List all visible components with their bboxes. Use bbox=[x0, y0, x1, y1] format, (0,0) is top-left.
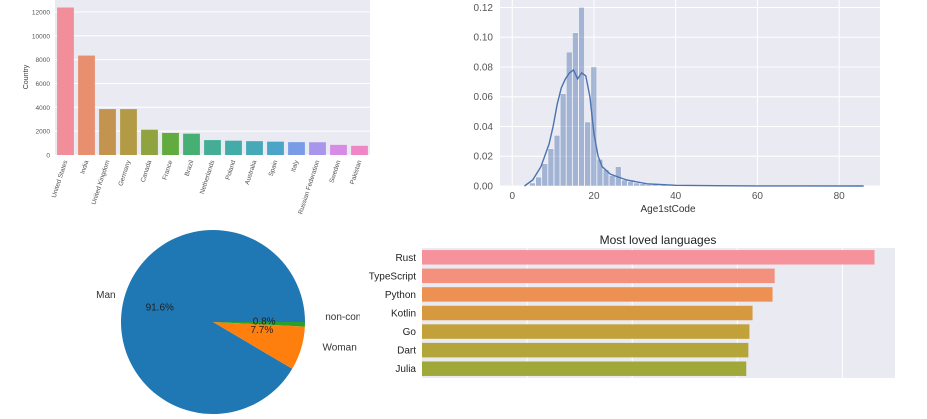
age-histogram-bar bbox=[578, 7, 585, 187]
age-x-tick-label: 20 bbox=[588, 191, 600, 202]
age-histogram-bar bbox=[633, 182, 640, 187]
age-y-tick-label: 0.02 bbox=[474, 152, 494, 163]
age-y-tick-label: 0.04 bbox=[474, 122, 494, 133]
country-x-tick-label: Netherlands bbox=[199, 159, 217, 195]
age-histogram-bar bbox=[609, 175, 616, 187]
country-y-tick-label: 10000 bbox=[32, 33, 50, 40]
country-bar bbox=[99, 109, 116, 155]
loved-language-label: Dart bbox=[397, 346, 416, 357]
country-bar bbox=[330, 144, 347, 155]
age-histogram-bar bbox=[541, 163, 548, 187]
age-histogram-bar bbox=[547, 148, 554, 187]
country-x-tick-label: United States bbox=[51, 159, 70, 199]
country-x-tick-label: Spain bbox=[268, 159, 280, 177]
country-bar bbox=[351, 145, 368, 155]
age-histogram-bar bbox=[639, 183, 646, 187]
country-bar bbox=[288, 142, 305, 155]
age-y-tick-label: 0.10 bbox=[474, 33, 494, 44]
age-histogram-chart: 0.00 0.02 0.04 0.06 0.08 0.10 0.12 0 20 40 60 80 A… bbox=[474, 0, 880, 215]
age-x-tick-label: 0 bbox=[509, 191, 515, 202]
country-x-tick-label: Italy bbox=[290, 159, 301, 173]
loved-language-label: Julia bbox=[395, 364, 416, 375]
country-bar bbox=[183, 133, 200, 155]
age-histogram-bar bbox=[572, 32, 579, 187]
country-y-tick-label: 8000 bbox=[36, 57, 51, 64]
pie-slice bbox=[213, 322, 305, 369]
country-x-tick-label: Australia bbox=[244, 159, 259, 186]
country-bar bbox=[267, 141, 284, 155]
loved-language-bar bbox=[422, 268, 775, 284]
age-x-axis-label: Age1stCode bbox=[640, 204, 695, 215]
country-bar bbox=[246, 141, 263, 155]
country-bar bbox=[120, 109, 137, 155]
loved-language-bar bbox=[422, 342, 749, 358]
pie-pct-label: 0.8% bbox=[253, 316, 276, 327]
age-histogram-bar bbox=[553, 135, 561, 187]
country-x-tick-label: United Kingdom bbox=[90, 159, 111, 205]
age-histogram-bar bbox=[584, 121, 591, 187]
country-y-axis-label: Country bbox=[23, 64, 30, 89]
loved-language-label: TypeScript bbox=[369, 271, 416, 282]
country-y-tick-label: 4000 bbox=[36, 105, 51, 112]
age-x-tick-label: 80 bbox=[834, 191, 846, 202]
gender-pie-chart: Man 91.6% Woman 7.7% non-conforming 0.8% bbox=[96, 230, 360, 415]
age-histogram-bar bbox=[645, 184, 653, 187]
loved-language-bar bbox=[422, 287, 773, 302]
pie-slice bbox=[213, 322, 305, 327]
age-histogram-bar bbox=[566, 51, 573, 187]
loved-language-bar bbox=[422, 324, 750, 339]
loved-language-label: Python bbox=[385, 290, 416, 301]
country-bar bbox=[204, 140, 221, 155]
loved-language-label: Go bbox=[403, 327, 417, 338]
age-kde-line bbox=[524, 68, 864, 187]
pie-slice bbox=[121, 230, 306, 415]
age-y-tick-label: 0.12 bbox=[474, 3, 494, 14]
loved-languages-chart: Most loved languages Rust TypeScript Pytho… bbox=[369, 233, 895, 378]
age-histogram-bar bbox=[535, 176, 542, 187]
loved-language-bar bbox=[422, 250, 875, 265]
country-y-tick-label: 2000 bbox=[36, 129, 51, 136]
loved-language-bar bbox=[422, 305, 753, 321]
country-bar bbox=[57, 7, 74, 156]
pie-pct-label: 7.7% bbox=[250, 325, 273, 336]
country-x-tick-label: India bbox=[79, 159, 90, 175]
country-y-tick-label: 0 bbox=[46, 153, 50, 160]
country-x-tick-label: Sweden bbox=[328, 159, 342, 184]
country-x-tick-label: Germany bbox=[117, 159, 132, 187]
age-histogram-bar bbox=[596, 159, 603, 187]
country-bar bbox=[162, 132, 179, 155]
country-x-tick-label: Russian Federation bbox=[297, 159, 321, 215]
age-y-tick-label: 0.08 bbox=[474, 62, 494, 73]
loved-language-label: Rust bbox=[395, 253, 416, 264]
country-y-tick-label: 12000 bbox=[32, 9, 50, 16]
age-y-tick-label: 0.06 bbox=[474, 92, 494, 103]
age-histogram-bar bbox=[621, 179, 628, 187]
pie-slice-label: non-conforming bbox=[325, 312, 360, 323]
pie-slice-label: Man bbox=[96, 290, 115, 301]
loved-language-bar bbox=[422, 361, 747, 376]
country-bar bbox=[225, 140, 242, 155]
loved-language-label: Kotlin bbox=[391, 309, 416, 320]
pie-pct-label: 91.6% bbox=[146, 302, 174, 313]
age-x-tick-label: 60 bbox=[752, 191, 764, 202]
country-bar bbox=[141, 129, 158, 155]
age-histogram-bar bbox=[560, 93, 567, 187]
country-bar bbox=[78, 55, 95, 155]
country-x-tick-label: Poland bbox=[224, 159, 237, 181]
country-bar bbox=[309, 142, 326, 155]
loved-languages-title: Most loved languages bbox=[600, 233, 717, 247]
pie-slice-label: Woman bbox=[322, 342, 356, 353]
country-x-tick-label: Pakistan bbox=[349, 159, 363, 185]
age-histogram-bar bbox=[529, 182, 536, 187]
country-bar-chart: 0 2000 4000 6000 8000 10000 12000 United State… bbox=[23, 0, 370, 215]
age-y-tick-label: 0.00 bbox=[474, 182, 494, 193]
age-x-tick-label: 40 bbox=[670, 191, 682, 202]
country-x-tick-label: Canada bbox=[140, 159, 154, 183]
country-x-tick-label: France bbox=[161, 159, 174, 181]
age-histogram-bar bbox=[627, 181, 634, 187]
country-y-tick-label: 6000 bbox=[36, 81, 51, 88]
age-plot-area bbox=[500, 0, 880, 186]
country-x-tick-label: Brazil bbox=[184, 159, 196, 177]
